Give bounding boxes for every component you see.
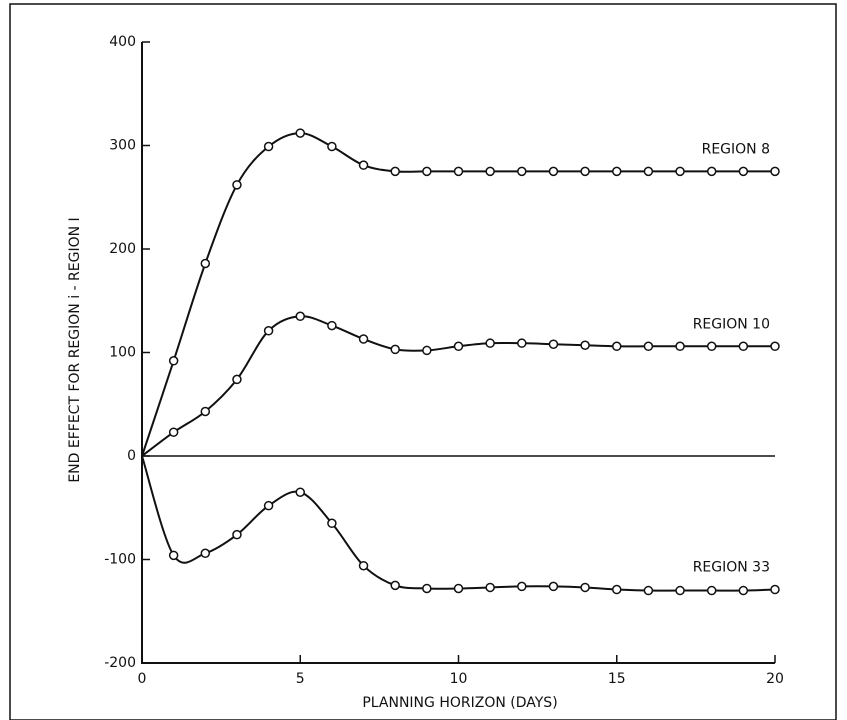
point [738,341,749,352]
point [485,166,495,177]
point [390,166,400,177]
point [675,341,685,352]
point [358,334,369,344]
frame [9,3,837,720]
y-tick-label: -200 [104,655,136,671]
y-tick-label: 200 [109,241,136,257]
point [168,550,179,561]
point [770,166,780,177]
point [232,374,242,385]
point [327,518,337,529]
point [612,166,622,177]
point [770,584,780,595]
point [422,166,432,177]
point [200,548,211,559]
point [295,311,305,322]
point [200,258,211,269]
point [706,585,717,596]
x-axis-label: PLANNING HORIZON (DAYS) [362,695,557,711]
x-tick-label: 10 [450,671,468,687]
series-label: REGION 8 [702,141,770,157]
point [200,406,211,417]
point [358,560,369,571]
point [453,341,464,352]
point [675,166,685,177]
point [232,180,242,190]
point [548,166,559,177]
point [168,356,179,366]
x-tick-label: 20 [766,671,784,687]
y-axis-label: END EFFECT FOR REGION i - REGION I [67,217,83,482]
point [643,341,654,352]
point [232,529,242,540]
point [390,344,400,355]
point [643,585,654,596]
point [327,141,337,152]
y-tick-label: 100 [109,345,136,361]
point [263,500,274,511]
point [580,166,590,177]
point [517,581,527,592]
point [295,128,305,138]
point [485,338,495,348]
point [548,339,559,349]
axes [141,42,775,664]
series-line [141,132,775,457]
point [706,166,717,177]
series-label: REGION 33 [693,560,770,576]
point [580,340,590,351]
y-tick-label: 0 [127,448,136,464]
point [390,580,400,591]
y-tick-label: 300 [109,138,136,154]
point [168,427,179,437]
point [612,341,622,352]
point [517,166,527,177]
point [295,487,305,497]
point [327,320,337,331]
point [770,341,780,352]
point [643,166,654,177]
y-tick-label: 400 [109,34,136,50]
x-tick-label: 0 [138,671,147,687]
point [263,141,274,152]
point [485,582,495,593]
x-tick-label: 15 [608,671,626,687]
point [548,581,559,592]
x-tick-label: 5 [296,671,305,687]
series-label: REGION 10 [693,316,770,332]
point [422,345,432,356]
series-line [141,455,776,592]
point [580,582,590,593]
point [738,585,749,596]
point [263,326,274,336]
point [453,166,464,177]
series-line [141,315,775,457]
point [517,338,527,348]
point [738,166,749,177]
point [422,583,432,594]
point [358,160,369,170]
y-tick-label: -100 [104,552,136,568]
point [453,583,464,594]
point [706,341,717,352]
point [675,585,685,596]
point [612,584,622,595]
